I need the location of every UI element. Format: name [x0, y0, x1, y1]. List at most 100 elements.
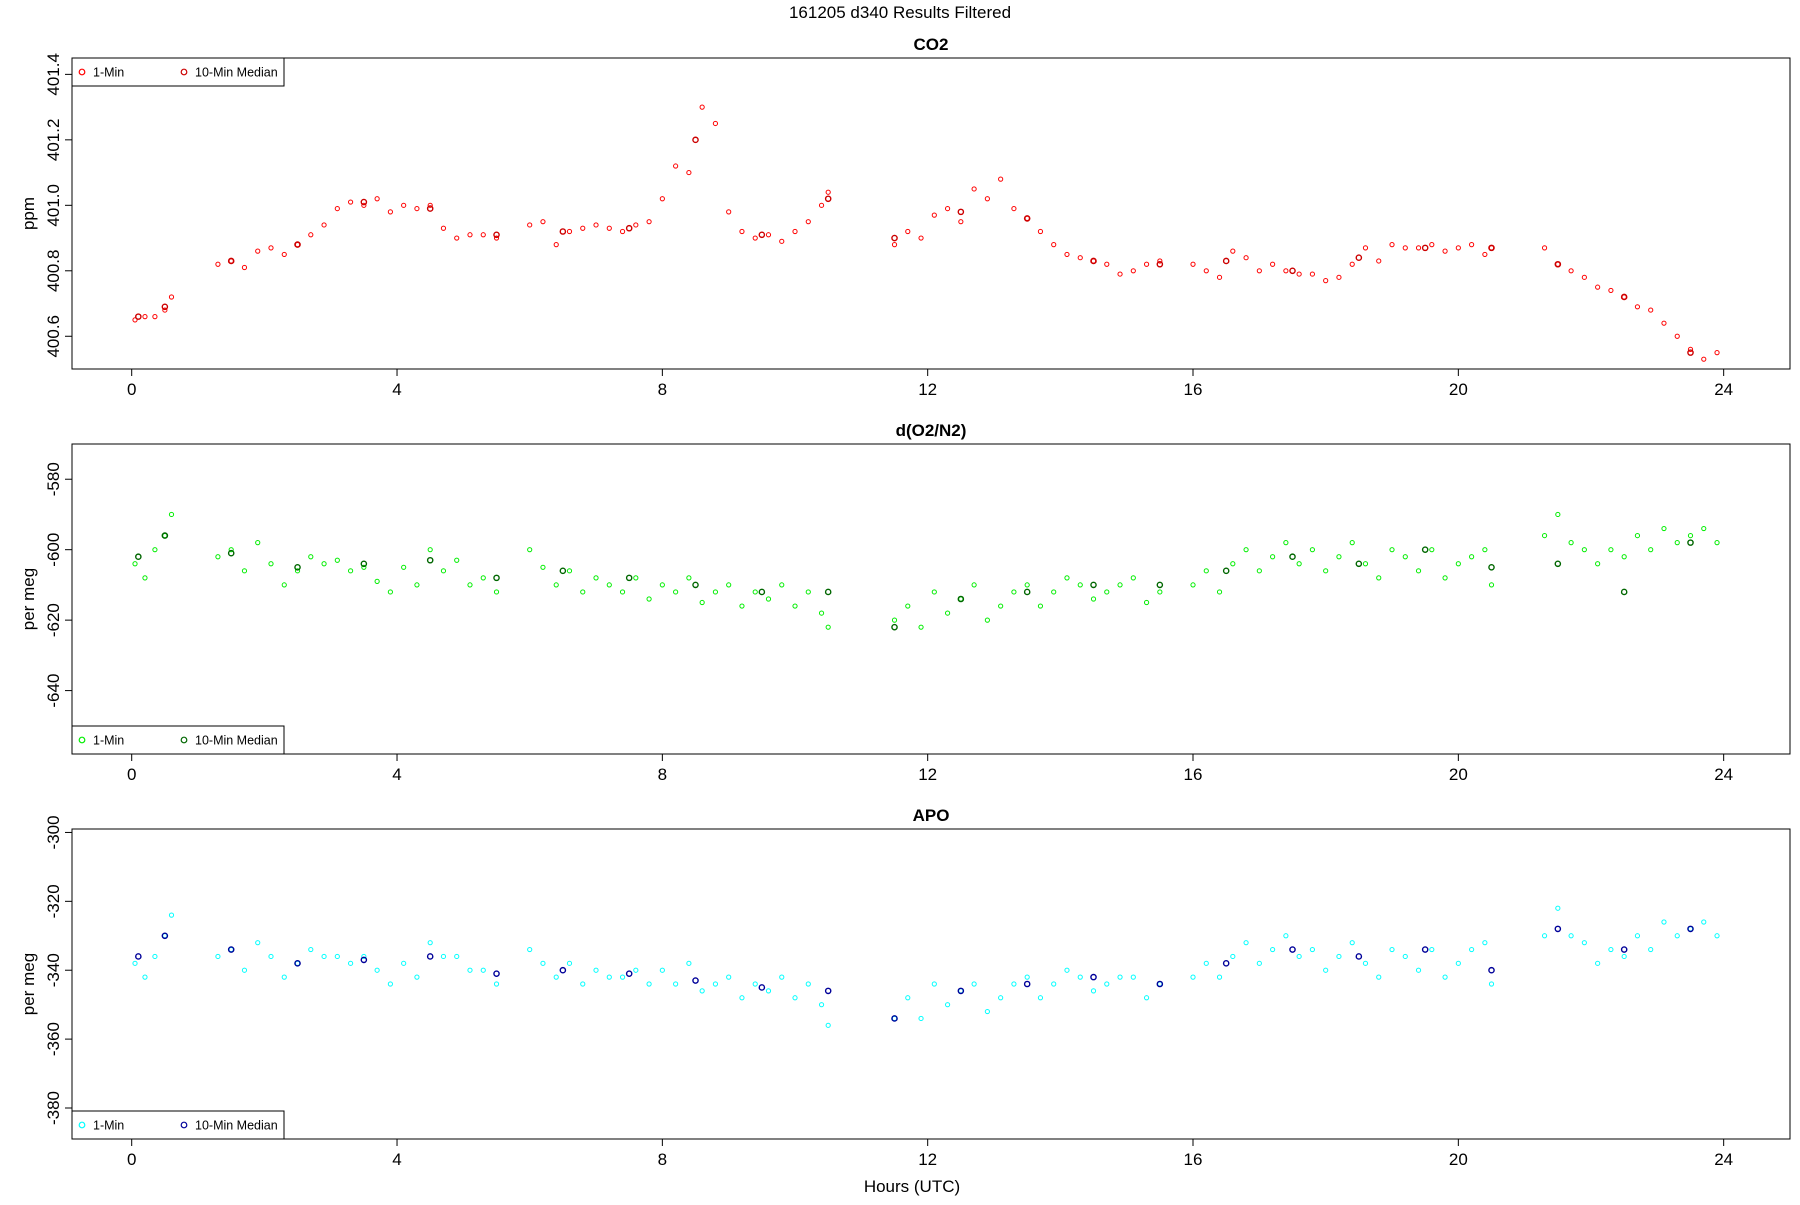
point-1min [931, 212, 937, 218]
point-10min-median [1090, 257, 1097, 265]
point-1min [1037, 995, 1044, 1001]
point-1min [1309, 271, 1316, 277]
point-10min-median [360, 956, 368, 964]
point-10min-median [758, 984, 766, 991]
point-1min [1362, 960, 1369, 966]
point-10min-median [957, 987, 965, 995]
point-1min [739, 603, 745, 609]
point-1min [440, 225, 447, 231]
point-10min-median [227, 549, 235, 557]
point-1min [1488, 981, 1495, 987]
point-10min-median [426, 205, 434, 212]
point-10min-median [891, 1015, 898, 1022]
point-1min [792, 603, 798, 609]
point-1min [142, 974, 148, 980]
point-10min-median [1222, 960, 1230, 967]
y-tick-label: -640 [44, 674, 63, 708]
point-1min [805, 589, 811, 595]
point-1min [1243, 547, 1249, 553]
point-1min [1117, 582, 1123, 588]
point-1min [454, 557, 460, 563]
point-1min [1661, 320, 1667, 326]
point-1min [255, 940, 261, 946]
point-1min [1634, 304, 1641, 310]
point-1min [779, 238, 785, 244]
point-1min [308, 232, 314, 238]
point-10min-median [559, 567, 567, 575]
panel-1: d(O2/N2) per meg 0 4 8 12 16 20 24 -640 -620 -600 -5… [19, 421, 1791, 784]
point-1min [1482, 547, 1488, 553]
panel-title: CO2 [914, 35, 949, 54]
point-1min [255, 248, 261, 254]
point-1min [1190, 261, 1196, 267]
point-1min [566, 960, 573, 966]
point-1min [1555, 905, 1561, 911]
point-10min-median [135, 313, 142, 320]
point-1min [673, 163, 679, 169]
point-1min [241, 568, 248, 574]
point-1min [1323, 568, 1329, 574]
point-1min [818, 1002, 825, 1008]
point-1min [168, 511, 175, 518]
point-10min-median [824, 987, 832, 995]
point-10min-median [493, 970, 500, 977]
point-1min [712, 589, 719, 595]
point-1min [1090, 596, 1097, 602]
point-1min [1323, 967, 1329, 973]
point-10min-median [1355, 560, 1363, 568]
panel-2: APO per meg 0 4 8 12 16 20 24 -380 -360 -340 -320 -30… [19, 806, 1791, 1169]
point-1min [387, 589, 393, 595]
point-1min [1389, 242, 1395, 248]
point-10min-median [1355, 254, 1363, 261]
point-10min-median [493, 231, 500, 239]
point-10min-median [758, 588, 766, 596]
y-axis-label: per meg [19, 953, 38, 1015]
point-1min [659, 967, 665, 973]
point-1min [779, 974, 785, 980]
y-tick-label: -320 [44, 884, 63, 918]
point-1min [1143, 599, 1150, 606]
point-1min [905, 228, 911, 235]
point-1min [1270, 946, 1276, 953]
point-1min [1362, 245, 1369, 251]
point-1min [427, 202, 433, 208]
point-1min [308, 554, 314, 560]
point-10min-median [294, 960, 301, 967]
point-1min [1376, 575, 1382, 581]
point-1min [480, 232, 486, 238]
point-1min [686, 575, 692, 581]
x-tick-label: 0 [127, 765, 136, 784]
point-1min [931, 981, 937, 987]
point-1min [1442, 974, 1448, 980]
point-1min [553, 974, 559, 980]
x-tick-label: 12 [918, 380, 937, 399]
point-1min [1336, 554, 1342, 560]
point-1min [132, 317, 138, 323]
point-1min [168, 294, 175, 300]
point-1min [1648, 946, 1654, 953]
point-1min [142, 575, 148, 581]
point-1min [1230, 248, 1236, 254]
point-1min [686, 960, 692, 966]
point-1min [142, 314, 148, 320]
point-10min-median [891, 623, 898, 631]
point-1min [765, 232, 772, 238]
point-1min [1309, 547, 1316, 553]
point-1min [1674, 333, 1680, 339]
point-1min [1090, 988, 1097, 994]
point-1min [1323, 278, 1329, 284]
point-1min [228, 547, 234, 553]
point-1min [1077, 974, 1083, 980]
point-10min-median [1620, 946, 1628, 953]
point-1min [699, 104, 705, 110]
point-10min-median [559, 228, 567, 235]
point-10min-median [957, 595, 965, 603]
point-1min [1455, 245, 1461, 251]
point-1min [673, 981, 679, 987]
point-1min [467, 582, 473, 588]
point-1min [971, 582, 977, 588]
point-1min [686, 169, 692, 176]
point-1min [281, 251, 287, 258]
